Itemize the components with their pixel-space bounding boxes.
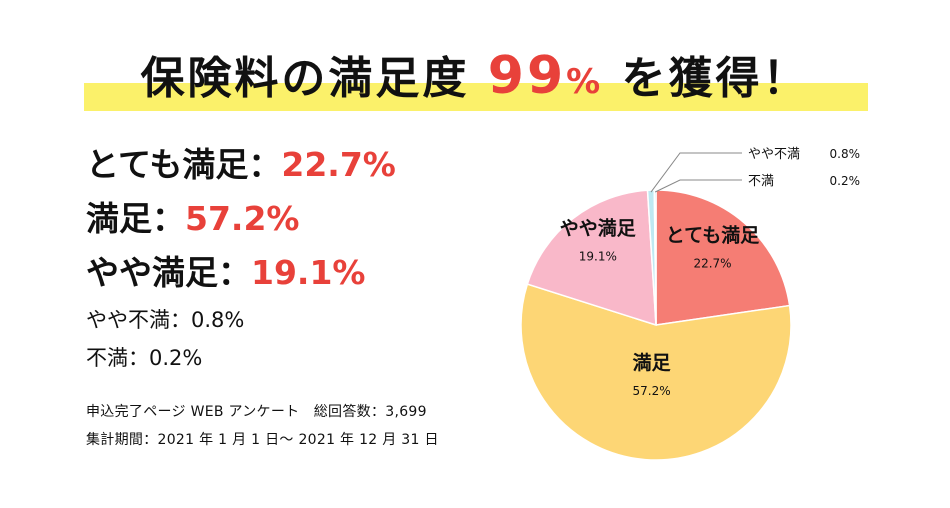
breakdown-value: 0.2% <box>149 346 203 370</box>
breakdown-somewhat-dissatisfied: やや不満：0.8% <box>86 301 244 339</box>
headline-percent-sign: % <box>566 62 604 102</box>
major-breakdown-list: とても満足：22.7% 満足：57.2% やや満足：19.1% <box>86 138 396 300</box>
headline-highlight-band <box>84 83 868 111</box>
headline: 保険料の満足度 99% を獲得！ <box>0 44 950 114</box>
breakdown-satisfied: 満足：57.2% <box>86 192 396 246</box>
callout-value: 0.2% <box>830 174 861 188</box>
pie-slice <box>526 189 657 327</box>
pie-slice <box>653 189 657 326</box>
slice-label: 満足 <box>633 352 672 374</box>
period-note: 集計期間：2021 年 1 月 1 日〜 2021 年 12 月 31 日 <box>86 432 439 448</box>
breakdown-label: 不満： <box>86 346 149 370</box>
headline-suffix: を獲得！ <box>621 53 810 104</box>
breakdown-label: 満足： <box>86 199 185 238</box>
pie-slice <box>520 283 792 461</box>
breakdown-value: 19.1% <box>251 253 366 292</box>
breakdown-dissatisfied: 不満：0.2% <box>86 339 244 377</box>
breakdown-very-satisfied: とても満足：22.7% <box>86 138 396 192</box>
breakdown-label: とても満足： <box>86 145 282 184</box>
survey-notes: 申込完了ページ WEB アンケート 総回答数：3,699 集計期間：2021 年… <box>86 398 439 454</box>
breakdown-label: やや不満： <box>86 308 191 332</box>
pie-slice <box>655 189 791 326</box>
headline-prefix: 保険料の満足度 <box>140 53 470 104</box>
callout-label: 不満 <box>748 174 774 189</box>
slice-value-label: 19.1% <box>579 250 617 264</box>
callout-leader-line <box>650 152 742 193</box>
minor-breakdown-list: やや不満：0.8% 不満：0.2% <box>86 301 244 377</box>
breakdown-value: 22.7% <box>281 145 396 184</box>
callout-value: 0.8% <box>830 147 861 161</box>
breakdown-somewhat-satisfied: やや満足：19.1% <box>86 246 396 300</box>
callout-label: やや不満 <box>748 147 800 162</box>
breakdown-value: 0.8% <box>191 308 245 332</box>
headline-percent-number: 99 <box>487 46 567 106</box>
breakdown-value: 57.2% <box>185 199 300 238</box>
callout-leader-line <box>654 179 742 193</box>
survey-note: 申込完了ページ WEB アンケート 総回答数：3,699 <box>86 404 427 420</box>
slice-value-label: 57.2% <box>633 384 671 398</box>
slice-label: とても満足 <box>666 225 760 247</box>
slice-value-label: 22.7% <box>693 257 731 271</box>
slice-label: やや満足 <box>560 218 637 240</box>
breakdown-label: やや満足： <box>86 253 251 292</box>
